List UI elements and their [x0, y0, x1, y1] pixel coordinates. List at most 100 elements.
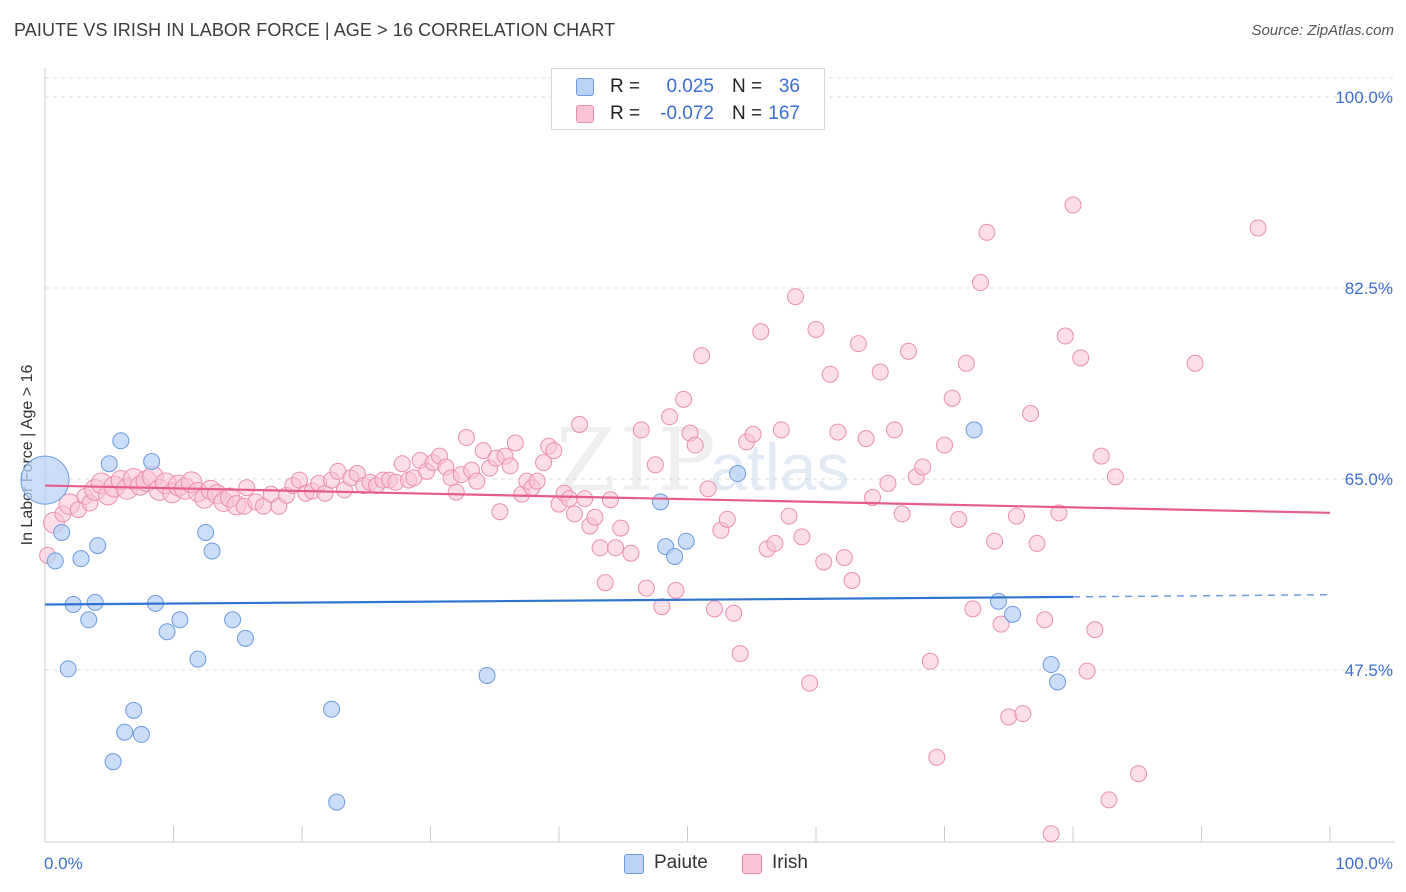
- legend-row-paiute: R = 0.025 N = 36: [552, 73, 824, 101]
- irish-point: [1078, 662, 1096, 680]
- irish-point: [1050, 504, 1068, 522]
- irish-point: [857, 430, 875, 448]
- irish-point: [731, 645, 749, 663]
- irish-point: [1022, 405, 1040, 423]
- irish-point: [1000, 708, 1018, 726]
- paiute-point: [189, 650, 207, 668]
- irish-point: [1106, 468, 1124, 486]
- irish-point: [705, 600, 723, 618]
- correlation-legend: R = 0.025 N = 36 R = -0.072 N = 167: [551, 68, 825, 130]
- irish-point: [571, 415, 589, 433]
- paiute-point: [323, 700, 341, 718]
- paiute-point: [158, 623, 176, 641]
- irish-point: [1007, 507, 1025, 525]
- paiute-point: [89, 537, 107, 555]
- y-tick-label: 65.0%: [1345, 470, 1393, 489]
- paiute-point: [224, 611, 242, 629]
- irish-point: [601, 491, 619, 509]
- axes: [44, 68, 1395, 843]
- paiute-point: [171, 611, 189, 629]
- irish-point: [545, 442, 563, 460]
- irish-point: [693, 347, 711, 365]
- irish-point: [849, 335, 867, 353]
- irish-point: [1086, 621, 1104, 639]
- irish-point: [766, 534, 784, 552]
- irish-point: [772, 421, 790, 439]
- irish-point: [686, 436, 704, 454]
- irish-point: [793, 528, 811, 546]
- paiute-point: [1049, 673, 1067, 691]
- paiute-point: [53, 523, 71, 541]
- irish-point: [238, 479, 256, 497]
- irish-point: [491, 503, 509, 521]
- irish-point: [675, 390, 693, 408]
- irish-point: [560, 490, 578, 508]
- irish-point: [607, 539, 625, 557]
- paiute-point: [478, 666, 496, 684]
- paiute-point: [20, 455, 70, 505]
- irish-point: [879, 474, 897, 492]
- irish-point: [661, 408, 679, 426]
- irish-point: [699, 480, 717, 498]
- legend-swatch-irish: [742, 854, 762, 874]
- paiute-points: [20, 421, 1067, 811]
- irish-point: [835, 549, 853, 567]
- irish-point: [1036, 611, 1054, 629]
- irish-point: [474, 442, 492, 460]
- irish-point: [1186, 354, 1204, 372]
- irish-point: [978, 223, 996, 241]
- paiute-point: [143, 453, 161, 471]
- y-tick-label: 82.5%: [1345, 279, 1393, 298]
- irish-point: [632, 421, 650, 439]
- irish-point: [612, 519, 630, 537]
- paiute-trendline-extension: [1072, 593, 1331, 598]
- irish-point: [1130, 765, 1148, 783]
- irish-point: [565, 505, 583, 523]
- irish-point: [586, 508, 604, 526]
- irish-point: [1064, 196, 1082, 214]
- legend-swatch-paiute: [624, 854, 644, 874]
- irish-point: [936, 436, 953, 454]
- irish-point: [1249, 219, 1267, 237]
- irish-point: [1014, 705, 1032, 723]
- irish-point: [1072, 349, 1090, 367]
- irish-point: [637, 579, 655, 597]
- paiute-point: [86, 593, 104, 611]
- irish-point: [900, 342, 918, 360]
- irish-point: [725, 604, 743, 622]
- irish-point: [964, 600, 982, 618]
- paiute-point: [328, 793, 346, 811]
- y-tick-label: 47.5%: [1345, 661, 1393, 680]
- tick-labels: 47.5% 65.0% 82.5% 100.0% 0.0% 100.0%: [44, 88, 1393, 873]
- irish-point: [744, 425, 762, 443]
- paiute-point: [989, 592, 1007, 610]
- irish-point: [667, 581, 685, 599]
- irish-point: [921, 652, 939, 670]
- paiute-point: [729, 465, 747, 483]
- legend-r-label: R =: [610, 103, 641, 124]
- irish-point: [786, 288, 804, 306]
- irish-point: [718, 510, 736, 528]
- irish-point: [596, 574, 614, 592]
- paiute-point: [46, 552, 64, 570]
- paiute-point: [132, 725, 150, 743]
- paiute-point: [80, 611, 98, 629]
- legend-r-label: R =: [610, 76, 641, 97]
- irish-point: [871, 363, 889, 381]
- irish-point: [801, 674, 819, 692]
- paiute-point: [203, 542, 221, 560]
- irish-point: [885, 421, 903, 439]
- irish-point: [535, 454, 553, 472]
- irish-point: [1092, 447, 1110, 465]
- irish-point: [576, 490, 594, 508]
- paiute-point: [125, 701, 143, 719]
- legend-n-label: N =: [732, 76, 763, 97]
- irish-point: [646, 456, 664, 474]
- irish-point: [821, 365, 839, 383]
- legend-swatch-irish: [576, 105, 594, 123]
- irish-point: [501, 457, 519, 475]
- irish-point: [950, 510, 968, 528]
- source-credit: Source: ZipAtlas.com: [1251, 22, 1394, 39]
- legend-r-value: 0.025: [666, 76, 714, 97]
- irish-point: [1056, 327, 1074, 345]
